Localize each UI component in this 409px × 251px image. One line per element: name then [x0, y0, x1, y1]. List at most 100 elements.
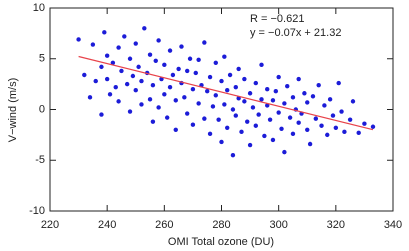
point	[116, 45, 121, 50]
point	[142, 26, 147, 31]
point	[319, 123, 324, 128]
point	[305, 100, 310, 105]
point	[116, 99, 121, 104]
y-tick-label: 10	[33, 2, 45, 14]
point	[207, 74, 213, 80]
point	[110, 60, 116, 66]
x-tick-label: 340	[384, 219, 402, 231]
point	[327, 97, 333, 102]
point	[127, 56, 133, 61]
point	[193, 70, 198, 76]
point	[225, 125, 230, 130]
point	[325, 132, 330, 138]
point	[119, 68, 124, 74]
point	[167, 48, 173, 53]
point	[207, 131, 213, 137]
point	[196, 57, 201, 62]
point	[182, 95, 187, 100]
point	[296, 76, 301, 82]
point	[219, 78, 224, 84]
point	[236, 66, 241, 72]
annotation: y = −0.07x + 21.32	[250, 27, 341, 39]
point	[156, 38, 161, 43]
point	[239, 129, 244, 135]
point	[167, 84, 173, 90]
point	[202, 40, 207, 45]
point	[76, 37, 81, 42]
point	[307, 141, 313, 147]
point	[219, 139, 224, 145]
point	[90, 42, 96, 47]
point	[330, 113, 336, 118]
point	[225, 88, 230, 93]
point	[130, 73, 136, 79]
point	[87, 95, 93, 100]
point	[162, 92, 167, 97]
annotation: R = −0.621	[250, 13, 304, 25]
x-tick-label: 240	[98, 219, 116, 231]
point	[150, 119, 156, 124]
point	[187, 56, 193, 61]
point	[173, 98, 178, 103]
point	[222, 102, 227, 107]
point	[370, 124, 376, 129]
point	[185, 68, 190, 74]
point	[285, 83, 290, 89]
y-tick-label: 5	[39, 53, 45, 65]
point	[205, 89, 210, 94]
point	[273, 89, 279, 94]
fit-line	[78, 55, 374, 131]
point	[216, 117, 221, 122]
point	[350, 99, 356, 104]
point	[313, 116, 319, 121]
point	[336, 80, 341, 86]
x-tick-label: 320	[327, 219, 345, 231]
point	[282, 149, 287, 155]
point	[202, 116, 207, 121]
point	[270, 137, 276, 143]
point	[213, 60, 218, 66]
point	[82, 72, 87, 78]
y-tick-label: -10	[29, 205, 45, 217]
point	[147, 97, 153, 102]
point	[185, 111, 190, 116]
point	[127, 109, 133, 114]
point	[333, 125, 339, 130]
point	[270, 98, 276, 103]
x-axis-label: OMI Total ozone (DU)	[168, 236, 274, 248]
point	[104, 76, 110, 82]
point	[310, 94, 316, 99]
point	[267, 117, 273, 122]
point	[233, 113, 238, 118]
point	[153, 58, 158, 63]
x-tick-label: 260	[155, 219, 173, 231]
point	[282, 101, 287, 106]
point	[265, 103, 270, 108]
point	[124, 81, 130, 87]
point	[133, 41, 138, 46]
point	[339, 109, 344, 114]
point	[170, 72, 176, 78]
point	[236, 96, 241, 101]
point	[230, 152, 236, 158]
point	[265, 87, 270, 92]
point	[173, 127, 178, 132]
point	[164, 115, 170, 120]
point	[176, 66, 181, 72]
point	[247, 142, 253, 148]
point	[196, 101, 201, 106]
point	[316, 82, 321, 88]
point	[122, 34, 127, 39]
point	[259, 62, 264, 68]
point	[362, 121, 367, 126]
point	[139, 78, 144, 84]
point	[190, 122, 196, 127]
point	[290, 95, 296, 100]
point	[136, 64, 141, 70]
point	[356, 130, 361, 136]
point	[139, 102, 144, 107]
point	[162, 62, 167, 68]
point	[256, 112, 261, 117]
point	[190, 87, 196, 92]
